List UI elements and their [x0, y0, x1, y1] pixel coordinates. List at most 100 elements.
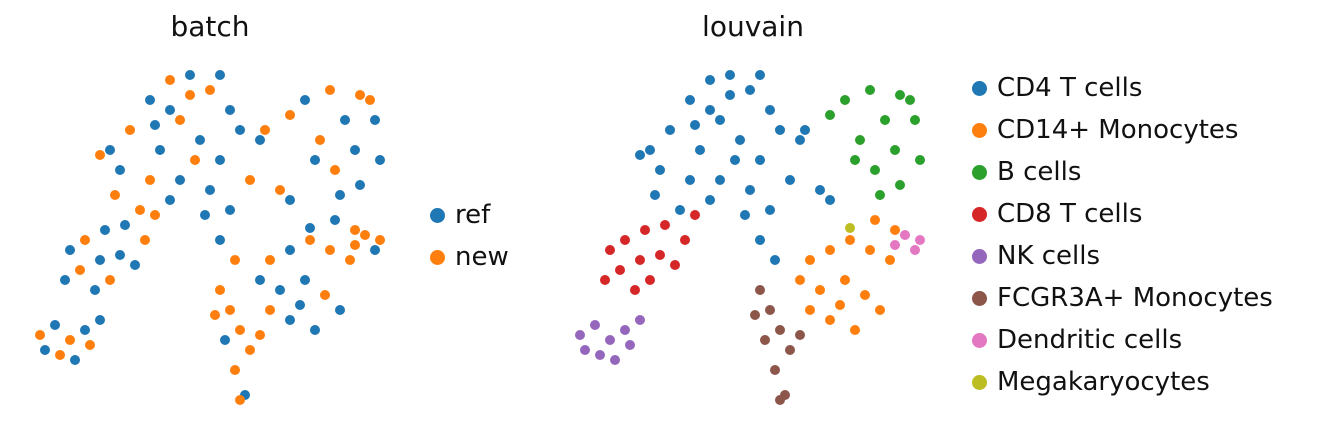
point-b-cells: [895, 90, 905, 100]
point-cd8-t-cells: [655, 250, 665, 260]
point-cd14-monocytes: [860, 290, 870, 300]
point-ref: [195, 135, 205, 145]
legend-item: Dendritic cells: [972, 319, 1273, 361]
point-cd8-t-cells: [680, 235, 690, 245]
point-cd4-t-cells: [795, 135, 805, 145]
point-b-cells: [880, 115, 890, 125]
point-fcgr3a-monocytes: [765, 305, 775, 315]
point-b-cells: [875, 190, 885, 200]
point-new: [265, 305, 275, 315]
point-fcgr3a-monocytes: [770, 365, 780, 375]
point-new: [325, 245, 335, 255]
point-new: [85, 340, 95, 350]
point-nk-cells: [635, 315, 645, 325]
point-ref: [370, 115, 380, 125]
point-new: [185, 90, 195, 100]
point-ref: [70, 355, 80, 365]
point-new: [105, 275, 115, 285]
point-cd4-t-cells: [785, 175, 795, 185]
batch-scatter: [35, 70, 385, 405]
point-new: [210, 310, 220, 320]
louvain-panel-title: louvain: [702, 10, 804, 43]
point-cd14-monocytes: [850, 325, 860, 335]
point-cd4-t-cells: [755, 70, 765, 80]
point-ref: [95, 255, 105, 265]
point-nk-cells: [595, 350, 605, 360]
point-cd4-t-cells: [650, 190, 660, 200]
point-fcgr3a-monocytes: [775, 395, 785, 405]
legend-item: Megakaryocytes: [972, 361, 1273, 403]
point-cd4-t-cells: [645, 145, 655, 155]
point-ref: [300, 95, 310, 105]
point-ref: [255, 135, 265, 145]
point-new: [175, 115, 185, 125]
point-new: [315, 135, 325, 145]
point-ref: [235, 125, 245, 135]
point-cd8-t-cells: [615, 265, 625, 275]
point-nk-cells: [580, 345, 590, 355]
point-dendritic-cells: [900, 230, 910, 240]
point-b-cells: [825, 110, 835, 120]
point-cd8-t-cells: [640, 225, 650, 235]
point-cd14-monocytes: [885, 255, 895, 265]
point-ref: [305, 223, 315, 233]
legend-marker-icon: [972, 374, 987, 390]
point-cd14-monocytes: [875, 305, 885, 315]
batch-legend: ref new: [430, 194, 509, 278]
point-new: [135, 205, 145, 215]
point-cd14-monocytes: [845, 235, 855, 245]
legend-marker-icon: [972, 122, 987, 138]
point-b-cells: [890, 145, 900, 155]
point-ref: [130, 260, 140, 270]
point-ref: [215, 70, 225, 80]
point-b-cells: [855, 135, 865, 145]
point-ref: [95, 315, 105, 325]
point-ref: [310, 325, 320, 335]
point-cd14-monocytes: [865, 245, 875, 255]
legend-marker-icon: [972, 332, 987, 348]
point-new: [265, 255, 275, 265]
point-ref: [330, 215, 340, 225]
point-new: [360, 230, 370, 240]
point-cd8-t-cells: [670, 260, 680, 270]
point-cd4-t-cells: [705, 75, 715, 85]
point-new: [255, 330, 265, 340]
point-new: [375, 235, 385, 245]
point-cd4-t-cells: [715, 115, 725, 125]
legend-marker-icon: [972, 164, 987, 180]
point-new: [230, 255, 240, 265]
point-fcgr3a-monocytes: [760, 335, 770, 345]
point-ref: [215, 235, 225, 245]
legend-label: CD4 T cells: [997, 73, 1143, 103]
point-cd8-t-cells: [600, 275, 610, 285]
point-new: [320, 290, 330, 300]
point-b-cells: [910, 115, 920, 125]
legend-marker-icon: [972, 248, 987, 264]
legend-label: CD8 T cells: [997, 199, 1143, 229]
point-new: [75, 265, 85, 275]
point-new: [325, 85, 335, 95]
point-ref: [50, 320, 60, 330]
point-ref: [375, 155, 385, 165]
point-ref: [165, 105, 175, 115]
point-cd4-t-cells: [765, 105, 775, 115]
point-ref: [150, 120, 160, 130]
point-new: [80, 235, 90, 245]
point-cd4-t-cells: [800, 125, 810, 135]
point-cd14-monocytes: [840, 275, 850, 285]
point-cd4-t-cells: [825, 195, 835, 205]
point-fcgr3a-monocytes: [785, 345, 795, 355]
point-ref: [295, 300, 305, 310]
point-cd14-monocytes: [825, 245, 835, 255]
point-ref: [275, 285, 285, 295]
point-new: [145, 175, 155, 185]
point-new: [330, 165, 340, 175]
point-ref: [370, 245, 380, 255]
point-dendritic-cells: [910, 245, 920, 255]
point-dendritic-cells: [890, 240, 900, 250]
point-dendritic-cells: [915, 235, 925, 245]
point-ref: [145, 95, 155, 105]
legend-label: new: [455, 242, 509, 272]
point-ref: [80, 325, 90, 335]
point-cd8-t-cells: [620, 235, 630, 245]
